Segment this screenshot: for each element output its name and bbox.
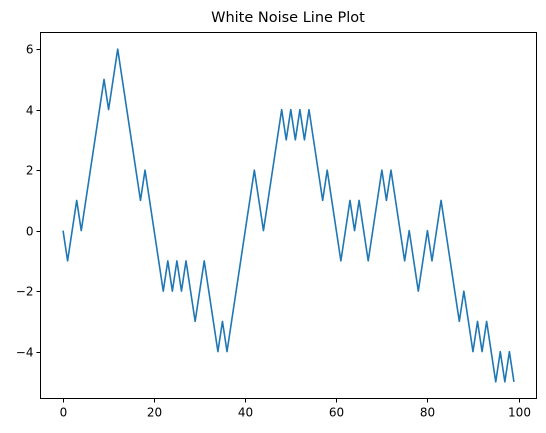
x-tick-label: 60	[329, 406, 344, 420]
chart-title: White Noise Line Plot	[211, 10, 365, 26]
x-tick-label: 0	[60, 406, 68, 420]
y-tick-label: 0	[26, 225, 34, 239]
y-tick-label: −4	[16, 346, 34, 360]
plot-area	[62, 48, 515, 383]
series-line-0	[62, 48, 515, 383]
x-tick-label: 80	[420, 406, 435, 420]
axis-ticks: 0 20 40 60 80 100 −4 −2 0 2 4 6	[16, 43, 531, 420]
y-tick-label: 6	[26, 43, 34, 57]
y-tick-label: −2	[16, 285, 34, 299]
x-tick-label: 100	[508, 406, 531, 420]
y-tick-label: 4	[26, 104, 34, 118]
x-tick-label: 20	[147, 406, 162, 420]
axes-frame	[40, 32, 537, 399]
x-tick-label: 40	[238, 406, 253, 420]
y-tick-label: 2	[26, 164, 34, 178]
